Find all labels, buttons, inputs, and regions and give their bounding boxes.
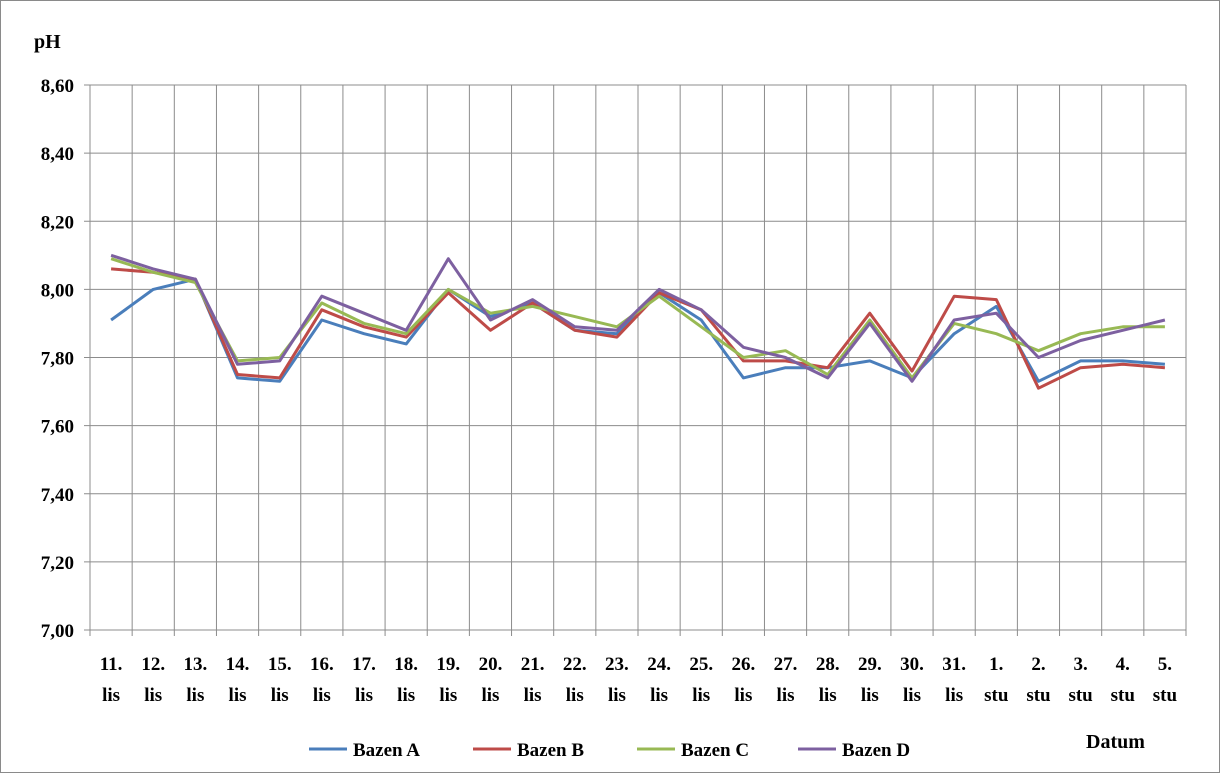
x-tick-label: 5. xyxy=(1158,654,1172,675)
x-tick-label: 1. xyxy=(989,654,1003,675)
legend-label: Bazen B xyxy=(517,740,584,761)
x-tick-label: 30. xyxy=(900,654,924,675)
x-tick-label: 16. xyxy=(310,654,334,675)
x-tick-label: stu xyxy=(1026,685,1051,706)
x-tick-label: lis xyxy=(650,685,668,706)
x-tick-label: lis xyxy=(566,685,584,706)
legend-label: Bazen C xyxy=(681,740,749,761)
x-tick-label: 2. xyxy=(1031,654,1045,675)
series-line-bazen-d xyxy=(110,253,1166,383)
x-tick-label: 24. xyxy=(647,654,671,675)
x-tick-label: lis xyxy=(144,685,162,706)
x-tick-label: lis xyxy=(524,685,542,706)
y-axis-title: pH xyxy=(34,31,61,53)
legend-label: Bazen A xyxy=(353,740,420,761)
x-tick-label: lis xyxy=(608,685,626,706)
y-tick-label: 8,00 xyxy=(41,280,74,301)
x-tick-label: lis xyxy=(102,685,120,706)
legend-label: Bazen D xyxy=(842,740,910,761)
y-tick-label: 7,60 xyxy=(41,417,74,438)
x-tick-label: 31. xyxy=(942,654,966,675)
x-tick-label: 20. xyxy=(479,654,503,675)
x-tick-label: 29. xyxy=(858,654,882,675)
x-tick-label: 11. xyxy=(100,654,123,675)
y-tick-label: 8,60 xyxy=(41,76,74,97)
x-tick-label: lis xyxy=(229,685,247,706)
x-tick-label: 19. xyxy=(436,654,460,675)
x-tick-label: lis xyxy=(734,685,752,706)
x-tick-label: lis xyxy=(861,685,879,706)
x-tick-label: stu xyxy=(1068,685,1093,706)
x-tick-label: 23. xyxy=(605,654,629,675)
x-tick-label: lis xyxy=(777,685,795,706)
x-tick-label: 13. xyxy=(184,654,208,675)
x-tick-label: 27. xyxy=(774,654,798,675)
x-tick-label: 3. xyxy=(1073,654,1087,675)
y-tick-label: 7,00 xyxy=(41,621,74,642)
x-tick-label: 14. xyxy=(226,654,250,675)
x-tick-label: lis xyxy=(903,685,921,706)
x-tick-label: lis xyxy=(481,685,499,706)
x-tick-label: stu xyxy=(1153,685,1178,706)
x-tick-label: 18. xyxy=(394,654,418,675)
x-tick-label: lis xyxy=(186,685,204,706)
x-tick-label: lis xyxy=(945,685,963,706)
x-tick-label: lis xyxy=(819,685,837,706)
y-tick-label: 7,80 xyxy=(41,349,74,370)
series-lines xyxy=(110,253,1166,390)
x-tick-label: lis xyxy=(692,685,710,706)
x-tick-label: stu xyxy=(1111,685,1136,706)
x-tick-label: 22. xyxy=(563,654,587,675)
x-tick-label: 15. xyxy=(268,654,292,675)
y-tick-label: 8,20 xyxy=(41,212,74,233)
x-axis-title: Datum xyxy=(1086,731,1145,753)
x-tick-label: lis xyxy=(355,685,373,706)
x-tick-label: 12. xyxy=(141,654,165,675)
x-tick-label: 28. xyxy=(816,654,840,675)
series-line-bazen-b xyxy=(110,267,1166,390)
x-tick-label: lis xyxy=(439,685,457,706)
y-tick-label: 7,40 xyxy=(41,485,74,506)
x-tick-label: 26. xyxy=(732,654,756,675)
y-tick-labels: 7,00 7,20 7,40 7,60 7,80 8,00 8,20 8,40 8,60 xyxy=(41,76,74,642)
legend: Bazen A Bazen B Bazen C Bazen D xyxy=(309,740,910,761)
x-tick-label: lis xyxy=(313,685,331,706)
x-tick-labels: 11. lis 12. lis 13. lis 14. lis 15. lis 16. lis 17. l… xyxy=(100,654,1178,706)
y-tick-label: 7,20 xyxy=(41,553,74,574)
y-tick-label: 8,40 xyxy=(41,144,74,165)
gridlines xyxy=(84,84,1187,636)
x-tick-label: 25. xyxy=(689,654,713,675)
x-tick-label: 21. xyxy=(521,654,545,675)
x-tick-label: 4. xyxy=(1116,654,1130,675)
x-tick-label: stu xyxy=(984,685,1009,706)
x-tick-label: 17. xyxy=(352,654,376,675)
x-tick-label: lis xyxy=(271,685,289,706)
x-tick-label: lis xyxy=(397,685,415,706)
